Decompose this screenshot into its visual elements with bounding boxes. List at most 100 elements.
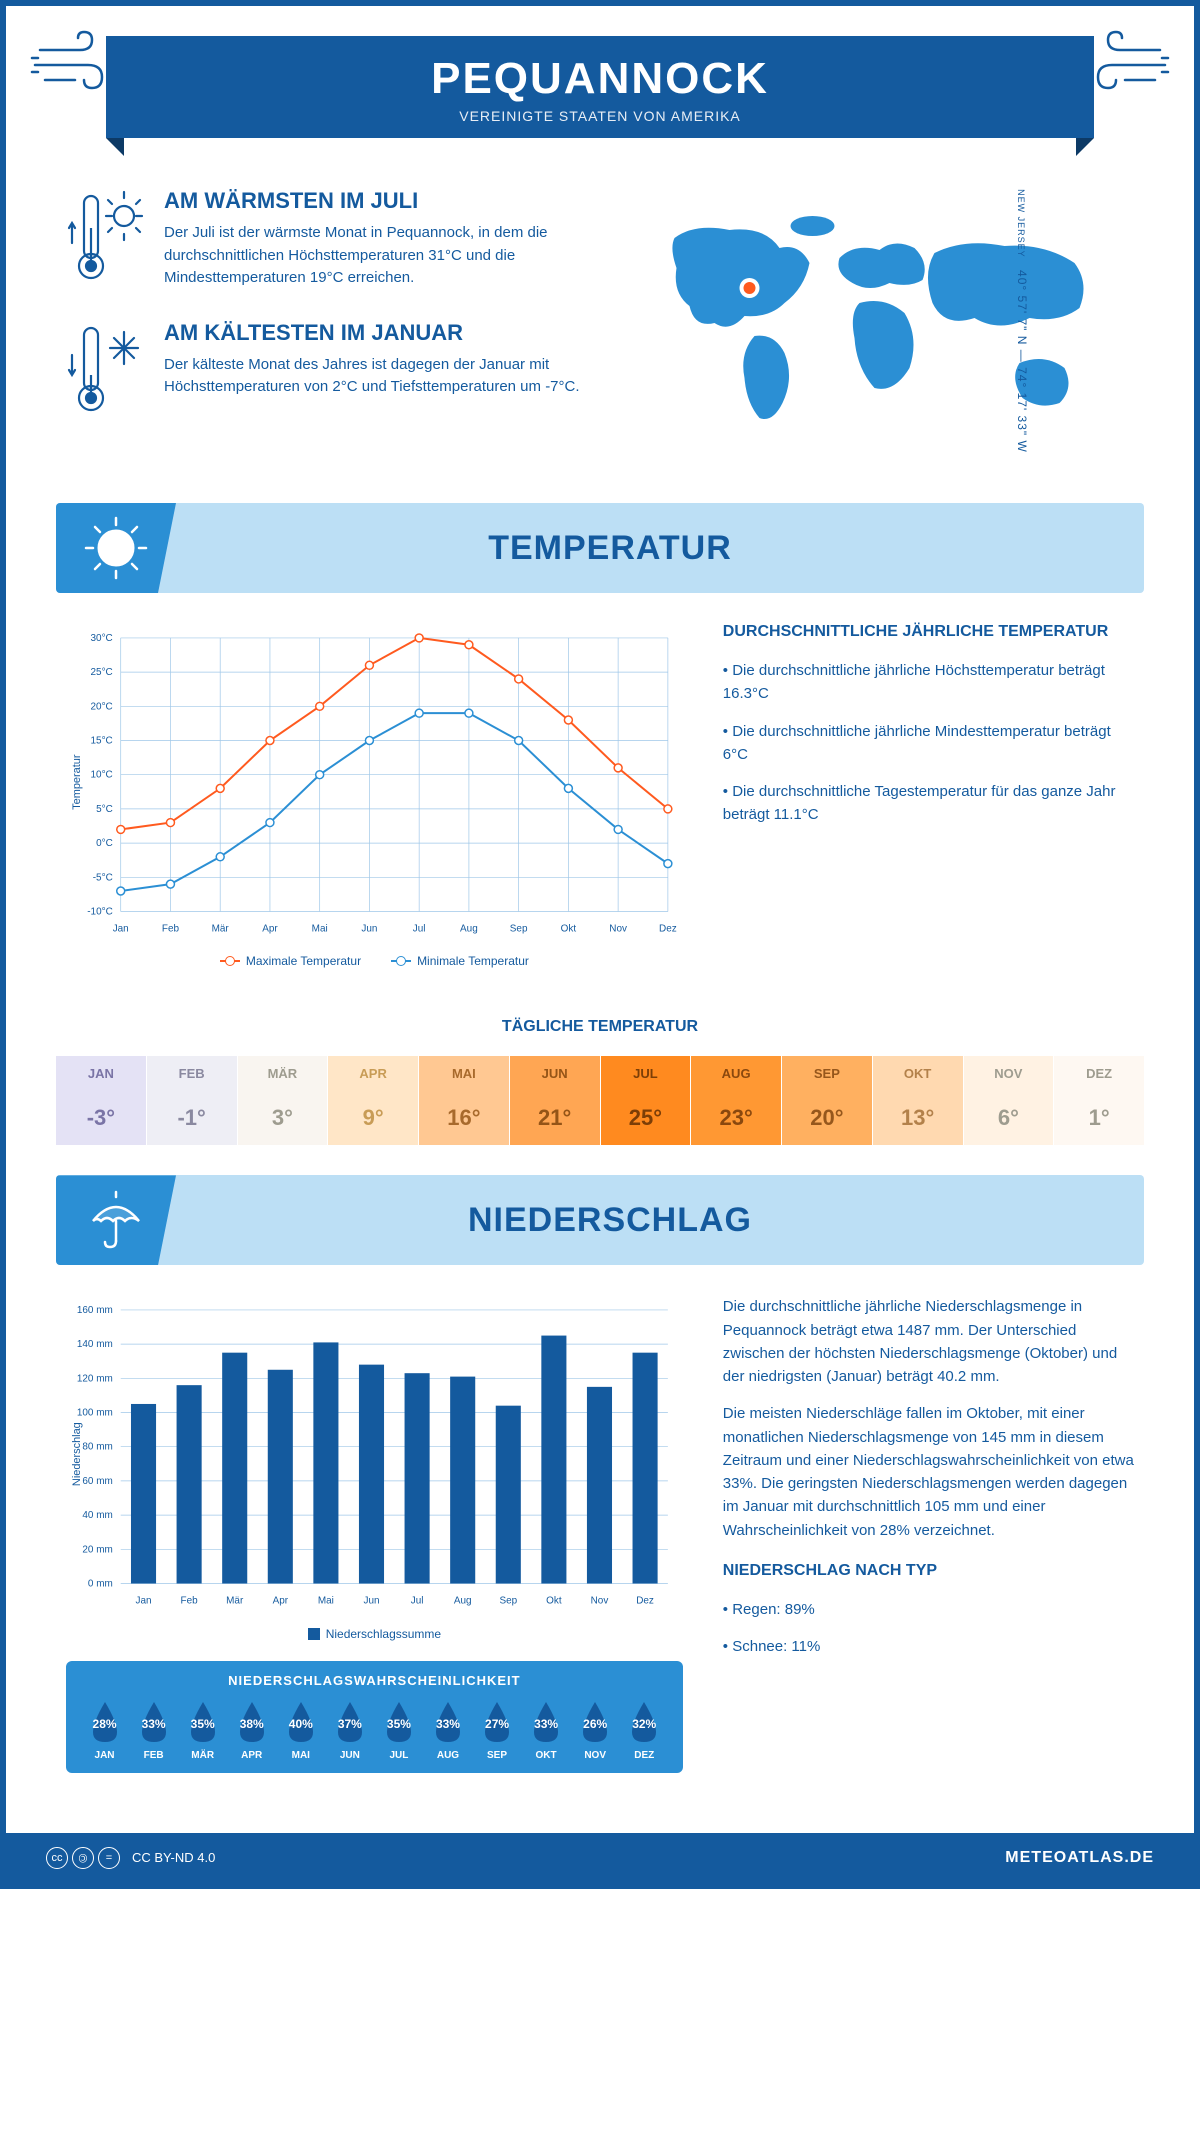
heatstrip-cell: APR9° [328, 1056, 419, 1145]
probability-cell: 37%JUN [325, 1698, 374, 1761]
probability-month: APR [227, 1750, 276, 1761]
probability-month: SEP [473, 1750, 522, 1761]
svg-text:Dez: Dez [636, 1596, 654, 1607]
svg-text:Jan: Jan [136, 1596, 152, 1607]
probability-value: 35% [191, 1717, 215, 1731]
heatstrip-value: -1° [147, 1091, 237, 1145]
svg-text:Apr: Apr [273, 1596, 289, 1607]
world-map [615, 188, 1134, 448]
umbrella-icon [56, 1175, 176, 1265]
temperature-chart: -10°C-5°C0°C5°C10°C15°C20°C25°C30°CJanFe… [66, 623, 683, 968]
svg-text:0°C: 0°C [96, 838, 113, 849]
heatstrip-cell: JAN-3° [56, 1056, 147, 1145]
svg-text:20°C: 20°C [91, 701, 113, 712]
thermometer-snow-icon [66, 320, 146, 420]
svg-text:Mai: Mai [312, 923, 328, 934]
precipitation-title: NIEDERSCHLAG [176, 1201, 1144, 1240]
probability-value: 33% [436, 1717, 460, 1731]
brand: METEOATLAS.DE [1005, 1849, 1154, 1867]
heatstrip-month: DEZ [1054, 1056, 1144, 1091]
probability-value: 28% [93, 1717, 117, 1731]
svg-text:Jul: Jul [413, 923, 426, 934]
svg-text:Apr: Apr [262, 923, 278, 934]
fact-warmest: AM WÄRMSTEN IM JULI Der Juli ist der wär… [66, 188, 585, 290]
precipitation-content: 0 mm20 mm40 mm60 mm80 mm100 mm120 mm140 … [6, 1265, 1194, 1802]
probability-month: DEZ [620, 1750, 669, 1761]
drop-icon: 38% [232, 1698, 272, 1746]
heatstrip-cell: AUG23° [691, 1056, 782, 1145]
cc-icons: cc 🄯 = [46, 1847, 120, 1869]
page-title: PEQUANNOCK [106, 54, 1094, 104]
probability-value: 27% [485, 1717, 509, 1731]
daily-temp-title: TÄGLICHE TEMPERATUR [6, 1018, 1194, 1036]
coords-value: 40° 57' 7" N — 74° 17' 33" W [1015, 270, 1029, 453]
svg-text:Sep: Sep [510, 923, 528, 934]
heatstrip-cell: MAI16° [419, 1056, 510, 1145]
heatstrip-value: 3° [238, 1091, 328, 1145]
svg-text:Feb: Feb [181, 1596, 199, 1607]
svg-text:-10°C: -10°C [87, 906, 113, 917]
fact-warm-title: AM WÄRMSTEN IM JULI [164, 188, 585, 214]
svg-text:160 mm: 160 mm [77, 1305, 113, 1316]
svg-text:Sep: Sep [499, 1596, 517, 1607]
probability-cell: 35%MÄR [178, 1698, 227, 1761]
svg-text:Feb: Feb [162, 923, 180, 934]
svg-text:30°C: 30°C [91, 633, 113, 644]
coords-region: NEW JERSEY [1016, 189, 1026, 258]
heatstrip-month: NOV [964, 1056, 1054, 1091]
heatstrip-value: 23° [691, 1091, 781, 1145]
fact-coldest: AM KÄLTESTEN IM JANUAR Der kälteste Mona… [66, 320, 585, 420]
temperature-banner: TEMPERATUR [56, 503, 1144, 593]
precip-text-1: Die durchschnittliche jährliche Niedersc… [723, 1295, 1134, 1388]
precipitation-chart: 0 mm20 mm40 mm60 mm80 mm100 mm120 mm140 … [66, 1295, 683, 1640]
svg-text:Jun: Jun [361, 923, 377, 934]
heatstrip-value: 20° [782, 1091, 872, 1145]
svg-text:Niederschlag: Niederschlag [71, 1423, 83, 1487]
svg-text:Jun: Jun [363, 1596, 379, 1607]
svg-text:Aug: Aug [460, 923, 478, 934]
by-icon: 🄯 [72, 1847, 94, 1869]
probability-cell: 26%NOV [571, 1698, 620, 1761]
probability-cell: 38% APR [227, 1698, 276, 1761]
heatstrip-cell: SEP20° [782, 1056, 873, 1145]
temp-summary-bullets: • Die durchschnittliche jährliche Höchst… [723, 659, 1134, 827]
cc-icon: cc [46, 1847, 68, 1869]
legend-min: Minimale Temperatur [417, 954, 529, 968]
heatstrip-month: MAI [419, 1056, 509, 1091]
header-banner: PEQUANNOCK VEREINIGTE STAATEN VON AMERIK… [106, 36, 1094, 138]
svg-text:Mai: Mai [318, 1596, 334, 1607]
probability-value: 37% [338, 1717, 362, 1731]
drop-icon: 33% [526, 1698, 566, 1746]
drop-icon: 27% [477, 1698, 517, 1746]
probability-month: JUL [374, 1750, 423, 1761]
svg-text:-5°C: -5°C [93, 872, 113, 883]
svg-text:Nov: Nov [609, 923, 627, 934]
temp-bullet: • Die durchschnittliche jährliche Mindes… [723, 720, 1134, 767]
page-frame: PEQUANNOCK VEREINIGTE STAATEN VON AMERIK… [0, 0, 1200, 1889]
heatstrip-value: 21° [510, 1091, 600, 1145]
svg-text:60 mm: 60 mm [82, 1476, 112, 1487]
svg-text:Dez: Dez [659, 923, 677, 934]
drop-icon: 35% [379, 1698, 419, 1746]
heatstrip-value: 13° [873, 1091, 963, 1145]
heatstrip-cell: MÄR3° [238, 1056, 329, 1145]
coordinates: NEW JERSEY 40° 57' 7" N — 74° 17' 33" W [1015, 189, 1029, 453]
probability-value: 33% [534, 1717, 558, 1731]
drop-icon: 35% [183, 1698, 223, 1746]
probability-cell: 40%MAI [276, 1698, 325, 1761]
heatstrip-cell: NOV6° [964, 1056, 1055, 1145]
svg-text:Mär: Mär [226, 1596, 244, 1607]
precipitation-banner: NIEDERSCHLAG [56, 1175, 1144, 1265]
temp-summary-title: DURCHSCHNITTLICHE JÄHRLICHE TEMPERATUR [723, 623, 1134, 641]
intro-section: AM WÄRMSTEN IM JULI Der Juli ist der wär… [6, 138, 1194, 483]
heatstrip-month: OKT [873, 1056, 963, 1091]
heatstrip-cell: OKT13° [873, 1056, 964, 1145]
probability-cell: 27% SEP [473, 1698, 522, 1761]
svg-text:80 mm: 80 mm [82, 1442, 112, 1453]
heatstrip-cell: DEZ1° [1054, 1056, 1144, 1145]
page-subtitle: VEREINIGTE STAATEN VON AMERIKA [106, 108, 1094, 124]
probability-box: NIEDERSCHLAGSWAHRSCHEINLICHKEIT 28%JAN33… [66, 1661, 683, 1773]
heatstrip-cell: JUL25° [601, 1056, 692, 1145]
heatstrip-month: JAN [56, 1056, 146, 1091]
svg-text:40 mm: 40 mm [82, 1510, 112, 1521]
